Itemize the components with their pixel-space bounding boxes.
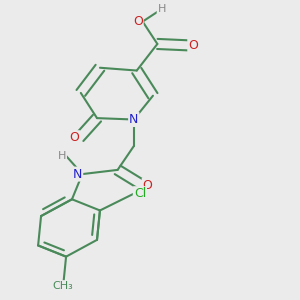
Text: O: O (188, 39, 198, 52)
Text: N: N (73, 168, 82, 181)
Text: Cl: Cl (134, 187, 146, 200)
Text: H: H (58, 151, 66, 161)
Text: O: O (133, 15, 142, 28)
Text: O: O (70, 131, 79, 144)
Text: N: N (129, 113, 139, 126)
Text: H: H (158, 4, 166, 14)
Text: O: O (142, 179, 152, 192)
Text: CH₃: CH₃ (53, 281, 74, 291)
